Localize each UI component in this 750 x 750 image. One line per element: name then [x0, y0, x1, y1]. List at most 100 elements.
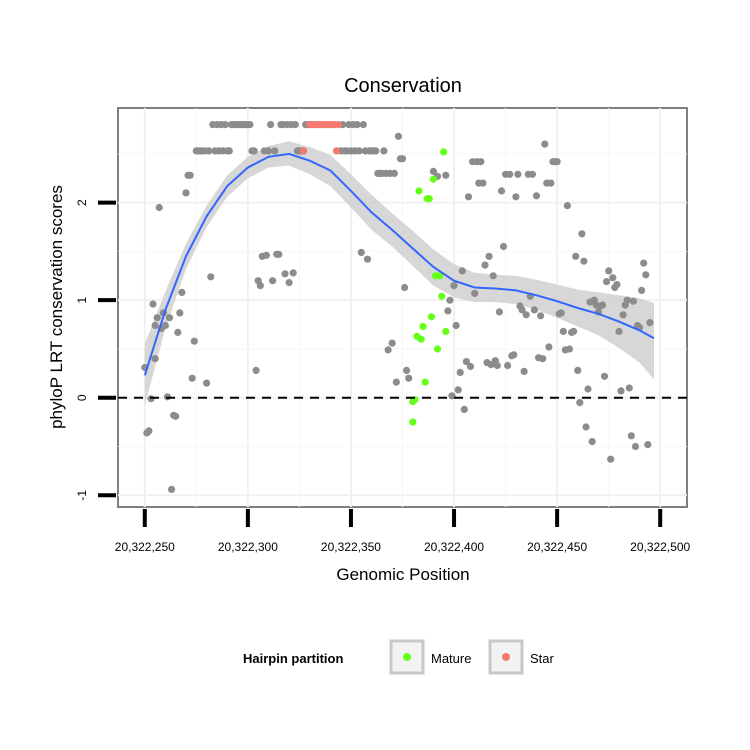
other-point: [530, 306, 539, 314]
other-point: [471, 289, 479, 297]
star-point: [335, 121, 343, 129]
other-point: [446, 296, 454, 304]
other-point: [225, 147, 233, 155]
other-point: [458, 267, 466, 275]
other-point: [462, 358, 470, 366]
other-point: [532, 192, 541, 200]
other-point: [380, 147, 388, 155]
other-point: [250, 147, 258, 155]
other-point: [262, 251, 270, 259]
other-point: [182, 189, 190, 197]
other-point: [174, 328, 182, 336]
other-point: [600, 372, 609, 380]
other-point: [570, 327, 578, 335]
mature-point: [425, 195, 433, 203]
other-point: [617, 387, 625, 395]
other-point: [271, 147, 279, 155]
other-point: [623, 296, 631, 304]
other-point: [518, 306, 526, 314]
other-point: [203, 379, 211, 387]
other-point: [285, 279, 293, 287]
other-point: [528, 170, 537, 178]
smooth-line: [143, 152, 655, 376]
other-point: [448, 392, 456, 400]
mature-point: [436, 272, 444, 280]
loess-curve: [143, 152, 655, 376]
star-point: [299, 147, 308, 155]
other-point: [504, 361, 512, 370]
mature-point: [427, 313, 435, 321]
y-tick-label: 0: [75, 394, 89, 401]
other-point: [499, 242, 508, 251]
other-point: [584, 385, 592, 393]
other-point: [155, 203, 163, 212]
other-point: [190, 337, 198, 345]
other-point: [466, 362, 475, 371]
other-point: [165, 314, 174, 322]
legend: Hairpin partition Mature Star: [243, 639, 555, 675]
x-axis: 20,322,250 20,322,300 20,322,350 20,322,400…: [115, 509, 691, 554]
other-point: [264, 147, 273, 155]
other-point: [403, 366, 411, 374]
x-tick-label: 20,322,500: [630, 540, 690, 554]
other-point: [267, 121, 275, 129]
other-point: [442, 171, 450, 179]
other-point: [485, 252, 493, 260]
other-point: [615, 327, 623, 335]
other-point: [221, 121, 229, 129]
other-point: [275, 250, 283, 258]
other-point: [625, 384, 633, 392]
star-point: [332, 147, 341, 155]
other-point: [384, 346, 392, 354]
data-points: [141, 121, 654, 493]
other-point: [541, 140, 549, 148]
legend-label-star: Star: [530, 651, 555, 666]
other-point: [574, 366, 582, 374]
other-point: [638, 286, 646, 294]
other-point: [572, 252, 580, 260]
x-tick-label: 20,322,250: [115, 540, 175, 554]
other-point: [207, 273, 215, 281]
other-point: [372, 147, 380, 155]
other-point: [640, 259, 648, 267]
other-point: [172, 412, 180, 420]
other-point: [353, 121, 361, 129]
other-point: [598, 301, 607, 309]
other-point: [151, 355, 159, 363]
other-point: [388, 339, 396, 347]
y-tick-label: 1: [75, 297, 89, 304]
other-point: [246, 121, 254, 129]
other-point: [565, 345, 574, 353]
other-point: [456, 368, 464, 376]
mature-point: [419, 322, 427, 331]
other-point: [289, 269, 297, 277]
other-point: [429, 167, 437, 175]
other-point: [398, 155, 407, 163]
chart-title: Conservation: [344, 75, 462, 97]
other-point: [522, 311, 530, 319]
other-point: [401, 283, 409, 292]
other-point: [510, 351, 518, 359]
other-point: [644, 441, 652, 449]
other-point: [627, 432, 635, 440]
other-point: [252, 366, 260, 374]
other-point: [646, 319, 654, 327]
other-point: [545, 343, 553, 351]
other-point: [607, 455, 615, 463]
mature-point: [415, 187, 423, 195]
other-point: [454, 386, 462, 394]
other-point: [619, 311, 627, 319]
other-point: [576, 399, 584, 407]
other-point: [539, 355, 547, 363]
other-point: [537, 312, 545, 320]
other-point: [489, 272, 497, 280]
mature-point: [433, 345, 442, 353]
mature-point: [438, 292, 446, 300]
other-point: [497, 187, 506, 195]
other-point: [582, 423, 590, 431]
mature-point: [417, 335, 425, 343]
other-point: [563, 202, 572, 210]
legend-title: Hairpin partition: [243, 651, 343, 666]
other-point: [452, 321, 460, 330]
other-point: [390, 169, 398, 177]
